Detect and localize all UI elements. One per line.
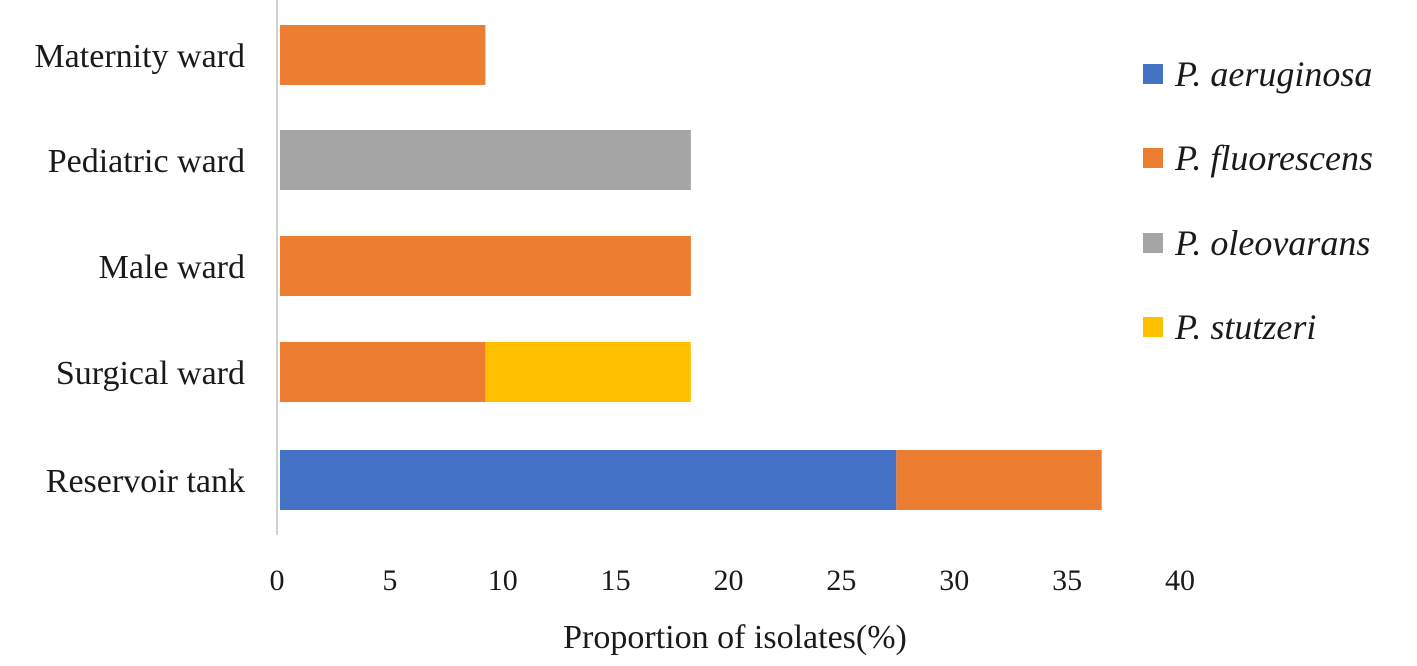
category-label-surgical-ward: Surgical ward — [56, 355, 245, 392]
bar-reservoir-tank-p-fluorescens — [896, 450, 1102, 510]
legend-label-p-stutzeri: P. stutzeri — [1174, 307, 1316, 347]
bar-reservoir-tank-p-aeruginosa — [280, 450, 897, 510]
x-tick-label-20: 20 — [714, 564, 744, 597]
category-label-pediatric-ward: Pediatric ward — [48, 143, 245, 180]
bar-surgical-ward-p-fluorescens — [280, 342, 486, 402]
bar-pediatric-ward-p-oleovarans — [280, 130, 691, 190]
x-tick-label-15: 15 — [601, 564, 631, 597]
legend-swatch-p-aeruginosa — [1143, 64, 1163, 84]
legend-label-p-aeruginosa: P. aeruginosa — [1174, 54, 1372, 94]
bar-surgical-ward-p-stutzeri — [485, 342, 691, 402]
category-labels: Maternity ward Pediatric ward Male ward Sur… — [34, 38, 245, 500]
legend: P. aeruginosa P. fluorescens P. oleovarans… — [1143, 54, 1373, 347]
x-tick-label-40: 40 — [1165, 564, 1195, 597]
x-tick-label-25: 25 — [826, 564, 856, 597]
x-tick-label-10: 10 — [488, 564, 518, 597]
x-tick-labels: 0 5 10 15 20 25 30 35 40 — [270, 564, 1196, 597]
x-tick-label-5: 5 — [382, 564, 397, 597]
bar-maternity-ward-p-fluorescens — [280, 25, 486, 85]
bars-layer — [280, 25, 1102, 510]
legend-label-p-oleovarans: P. oleovarans — [1174, 223, 1370, 263]
legend-swatch-p-fluorescens — [1143, 148, 1163, 168]
x-tick-label-30: 30 — [939, 564, 969, 597]
legend-label-p-fluorescens: P. fluorescens — [1174, 138, 1373, 178]
category-label-male-ward: Male ward — [99, 249, 245, 286]
category-label-maternity-ward: Maternity ward — [34, 38, 245, 75]
category-label-reservoir-tank: Reservoir tank — [46, 463, 245, 500]
legend-swatch-p-oleovarans — [1143, 233, 1163, 253]
x-axis-title: Proportion of isolates(%) — [563, 619, 907, 656]
bar-male-ward-p-fluorescens — [280, 236, 691, 296]
legend-swatch-p-stutzeri — [1143, 317, 1163, 337]
x-tick-label-0: 0 — [270, 564, 285, 597]
x-tick-label-35: 35 — [1052, 564, 1082, 597]
